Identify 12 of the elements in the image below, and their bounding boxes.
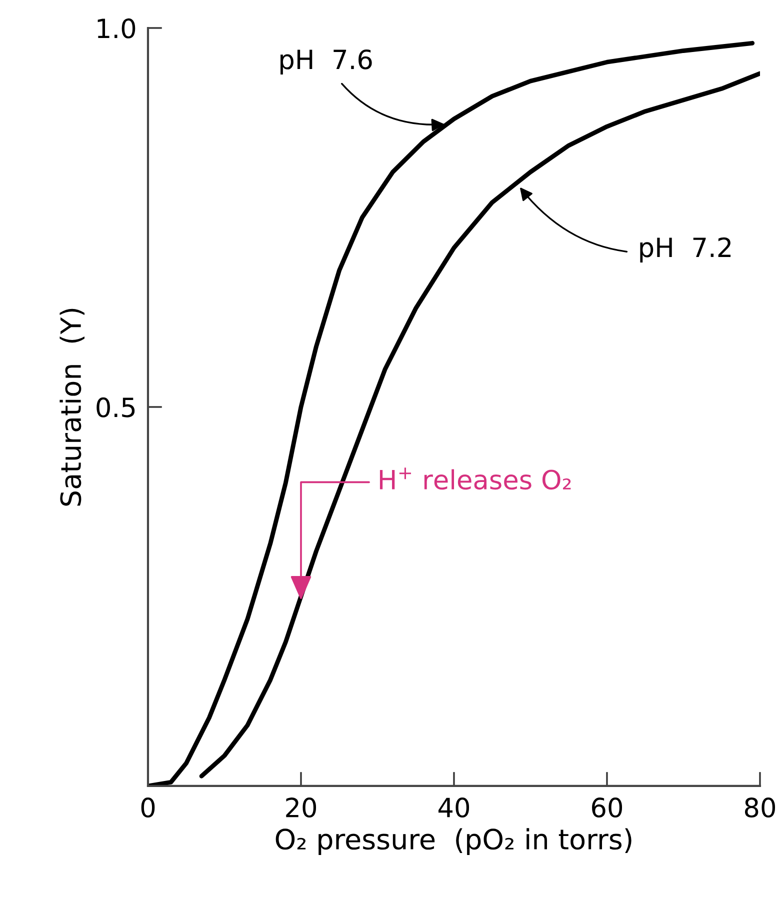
x-axis-title: O₂ pressure (pO₂ in torrs) xyxy=(276,828,632,856)
x-tick-label: 20 xyxy=(286,798,316,818)
y-tick-label: 1.0 xyxy=(98,18,136,38)
annotation: pH 7.6 xyxy=(280,49,372,75)
annotation: H$^{+}$ releases O₂ xyxy=(380,468,571,490)
x-tick-label: 40 xyxy=(438,798,470,818)
x-tick-label: 60 xyxy=(592,798,622,818)
annotation: pH 7.2 xyxy=(640,237,731,262)
x-tick-label: 0 xyxy=(141,798,155,818)
y-axis-title: Saturation (Y) xyxy=(60,308,84,506)
x-tick-label: 80 xyxy=(744,798,776,818)
y-tick-label: 0.5 xyxy=(96,397,135,418)
